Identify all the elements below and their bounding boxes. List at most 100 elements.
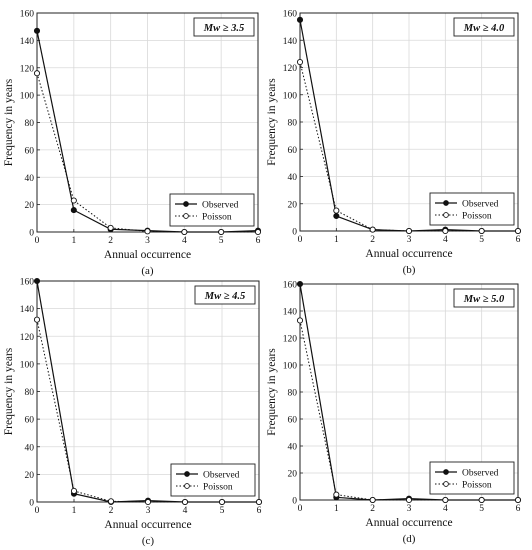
y-tick-label: 60 (25, 416, 35, 426)
y-axis-label: Frequency in years (3, 347, 15, 435)
y-tick-label: 100 (283, 362, 298, 372)
legend-label: Observed (462, 200, 499, 210)
x-axis-label: Annual occurrence (365, 248, 452, 260)
legend-label: Poisson (202, 213, 232, 223)
data-point-poisson (333, 491, 340, 498)
y-tick-label: 80 (25, 119, 35, 129)
x-tick-label: 2 (109, 506, 114, 516)
legend-marker (183, 213, 189, 219)
magnitude-box (453, 288, 515, 308)
x-tick-label: 0 (298, 504, 303, 514)
data-point-poisson (181, 228, 188, 236)
x-tick-label: 5 (479, 235, 484, 245)
x-tick-label: 3 (145, 236, 150, 246)
x-tick-label: 3 (407, 235, 412, 245)
x-tick-label: 5 (479, 504, 484, 514)
y-tick-label: 100 (283, 91, 298, 101)
data-point-poisson (478, 496, 485, 504)
data-point-poisson (144, 498, 152, 506)
data-point-observed (33, 27, 41, 34)
y-tick-label: 60 (288, 416, 298, 426)
x-tick-label: 5 (220, 506, 225, 516)
data-point-poisson (296, 317, 304, 324)
data-point-poisson (514, 496, 522, 504)
magnitude-annotation: Mw ≥ 4.0 (463, 23, 505, 34)
data-point-poisson (218, 228, 225, 236)
x-tick-label: 0 (35, 236, 40, 246)
y-tick-label: 120 (20, 333, 35, 343)
y-axis-label: Frequency in years (266, 78, 278, 166)
data-point-poisson (255, 498, 263, 506)
legend-marker (443, 212, 449, 218)
y-tick-label: 160 (283, 281, 298, 291)
y-tick-label: 40 (25, 443, 35, 453)
legend-box (429, 192, 515, 226)
magnitude-box (194, 285, 256, 305)
x-tick-label: 0 (35, 506, 40, 516)
data-point-observed (296, 16, 304, 23)
magnitude-annotation: Mw ≥ 3.5 (203, 23, 244, 34)
data-point-poisson (254, 228, 262, 236)
x-tick-label: 1 (334, 504, 339, 514)
y-tick-label: 0 (292, 497, 297, 507)
y-tick-label: 120 (283, 64, 298, 74)
y-tick-label: 100 (20, 360, 35, 370)
x-tick-label: 6 (256, 236, 261, 246)
x-tick-label: 3 (146, 506, 151, 516)
y-tick-label: 120 (20, 64, 35, 74)
y-tick-label: 140 (283, 37, 298, 47)
y-tick-label: 140 (20, 305, 35, 315)
data-point-observed (33, 277, 41, 285)
data-point-observed (296, 280, 304, 288)
panel-label: (b) (403, 264, 416, 276)
legend-marker (443, 481, 449, 487)
x-tick-label: 2 (108, 236, 113, 246)
legend-label: Observed (462, 469, 499, 479)
data-point-observed (70, 207, 77, 214)
legend-marker (183, 201, 189, 207)
data-point-poisson (218, 498, 226, 506)
data-point-poisson (405, 496, 413, 504)
y-tick-label: 140 (283, 308, 298, 318)
y-tick-label: 140 (20, 37, 35, 47)
x-tick-label: 4 (443, 235, 448, 245)
data-point-poisson (442, 227, 449, 235)
legend-box (429, 461, 515, 495)
data-point-poisson (107, 498, 115, 505)
panel-label: (c) (142, 535, 155, 547)
x-tick-label: 6 (257, 506, 262, 516)
data-point-poisson (107, 224, 114, 231)
x-tick-label: 4 (443, 504, 448, 514)
data-point-poisson (333, 207, 340, 214)
legend-box (170, 463, 256, 497)
x-axis-label: Annual occurrence (104, 519, 191, 531)
x-tick-label: 1 (72, 506, 77, 516)
y-tick-label: 20 (25, 471, 35, 481)
legend-box (169, 193, 255, 227)
data-point-poisson (405, 227, 413, 235)
y-tick-label: 0 (29, 229, 34, 239)
magnitude-annotation: Mw ≥ 4.5 (204, 291, 245, 302)
y-axis-label: Frequency in years (266, 348, 278, 436)
legend-marker (443, 469, 449, 475)
legend-label: Poisson (462, 481, 492, 491)
y-axis-label: Frequency in years (3, 78, 15, 166)
legend-marker (184, 471, 190, 477)
y-tick-label: 120 (283, 335, 298, 345)
data-point-poisson (296, 59, 304, 66)
x-tick-label: 1 (71, 236, 76, 246)
y-tick-label: 80 (288, 119, 298, 129)
magnitude-box (193, 17, 255, 37)
y-tick-label: 160 (283, 10, 298, 20)
y-tick-label: 80 (25, 388, 35, 398)
x-axis-label: Annual occurrence (365, 517, 452, 529)
legend-marker (184, 483, 190, 489)
y-tick-label: 80 (288, 389, 298, 399)
y-tick-label: 160 (20, 278, 35, 288)
panel-label: (a) (141, 265, 154, 277)
data-point-poisson (369, 226, 376, 233)
x-tick-label: 6 (516, 235, 521, 245)
y-tick-label: 0 (292, 228, 297, 238)
legend-label: Poisson (203, 483, 233, 493)
